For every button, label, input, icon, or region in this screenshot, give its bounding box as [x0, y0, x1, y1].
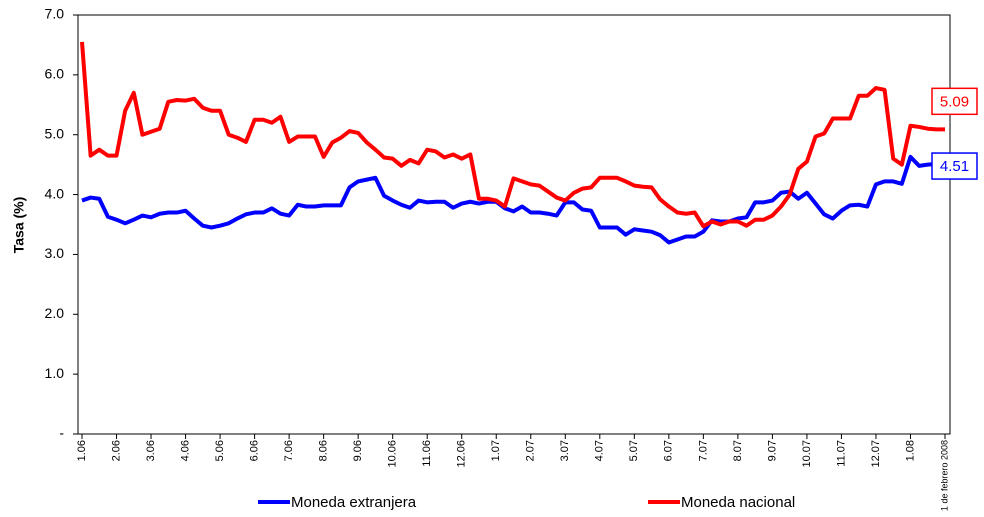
x-tick-label: 11.07 — [835, 440, 847, 467]
x-tick-label: 7.06 — [283, 440, 295, 461]
y-tick-label: - — [59, 425, 64, 441]
y-tick-label: 3.0 — [45, 245, 65, 261]
x-tick-label: 5.06 — [214, 440, 226, 461]
x-tick-label: 12.07 — [870, 440, 882, 468]
x-tick-label: 1.07 — [490, 440, 502, 461]
x-tick-label: 3.07 — [559, 440, 571, 461]
y-tick-label: 5.0 — [45, 125, 65, 141]
series-line — [81, 154, 945, 245]
x-tick-label: 12.06 — [456, 440, 468, 468]
x-tick-label: 1.08 — [904, 440, 916, 461]
series-line — [80, 41, 945, 229]
x-tick-label: 9.07 — [766, 440, 778, 461]
y-axis-label: Tasa (%) — [11, 197, 27, 254]
x-tick-label: 3.06 — [145, 440, 157, 461]
y-tick-label: 4.0 — [45, 185, 65, 201]
x-tick-label: 8.06 — [318, 440, 330, 461]
x-tick-label: 6.07 — [663, 440, 675, 461]
plot-area — [77, 14, 951, 435]
value-label-box — [931, 87, 978, 116]
x-tick-label: 10.07 — [801, 440, 813, 468]
x-tick-label: 2.06 — [110, 440, 122, 461]
legend-label: Moneda nacional — [681, 494, 795, 511]
x-tick-label: 4.06 — [179, 440, 191, 461]
legend-label: Moneda extranjera — [291, 494, 417, 511]
x-tick-label: 11.06 — [421, 440, 433, 467]
y-tick-label: 2.0 — [45, 305, 65, 321]
y-tick-label: 7.0 — [45, 6, 65, 22]
value-label: 5.09 — [940, 93, 969, 110]
x-tick-label: 2.07 — [525, 440, 537, 461]
x-tick-label: 4.07 — [594, 440, 606, 461]
value-label: 4.51 — [940, 158, 969, 175]
x-tick-label: 10.06 — [387, 440, 399, 468]
x-tick-label: 7.07 — [697, 440, 709, 461]
x-tick-label: 1.06 — [76, 440, 88, 461]
x-tick-label: 5.07 — [628, 440, 640, 461]
y-tick-label: 1.0 — [45, 365, 65, 381]
x-tick-label: 6.06 — [249, 440, 261, 461]
value-label-box — [931, 152, 978, 180]
x-tick-label: 9.06 — [352, 440, 364, 461]
x-tick-label: 1 de febrero 2008 — [939, 440, 949, 511]
y-tick-label: 6.0 — [45, 66, 65, 82]
x-tick-label: 8.07 — [732, 440, 744, 461]
